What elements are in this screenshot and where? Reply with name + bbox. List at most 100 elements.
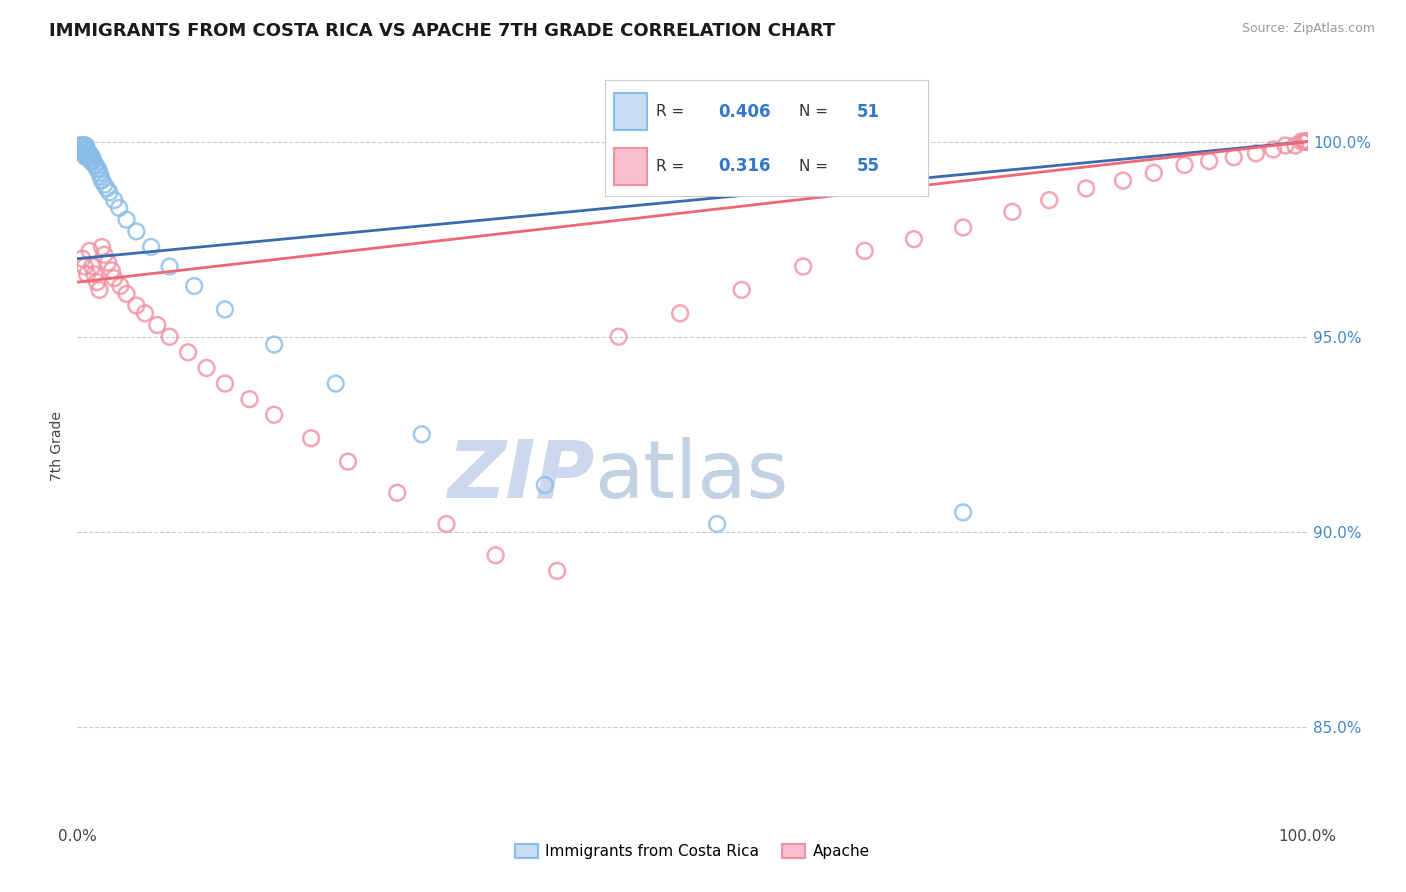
Point <box>70 252 93 266</box>
Point <box>97 255 120 269</box>
Point <box>89 166 111 180</box>
Point <box>79 150 101 164</box>
Point <box>72 142 94 156</box>
Point <box>263 337 285 351</box>
Point <box>89 283 111 297</box>
Point <box>72 138 94 153</box>
Point <box>82 260 104 274</box>
Text: IMMIGRANTS FROM COSTA RICA VS APACHE 7TH GRADE CORRELATION CHART: IMMIGRANTS FROM COSTA RICA VS APACHE 7TH… <box>49 22 835 40</box>
Point <box>83 158 105 172</box>
Point <box>90 169 112 184</box>
Text: 51: 51 <box>856 103 880 120</box>
Point <box>76 267 98 281</box>
Point <box>70 138 93 153</box>
Point <box>93 248 115 262</box>
Point <box>1284 138 1306 153</box>
Point <box>103 193 125 207</box>
Point <box>952 220 974 235</box>
Point <box>146 318 169 332</box>
Point <box>1112 173 1135 187</box>
Point <box>134 306 156 320</box>
Y-axis label: 7th Grade: 7th Grade <box>51 411 65 481</box>
Point <box>75 138 97 153</box>
Point <box>82 154 104 169</box>
Point <box>98 186 121 200</box>
Point <box>115 286 138 301</box>
Point <box>75 142 97 156</box>
Point <box>263 408 285 422</box>
Text: R =: R = <box>657 159 689 174</box>
Point <box>1143 166 1166 180</box>
Point <box>299 431 322 445</box>
Point <box>77 150 100 164</box>
Point <box>1295 135 1317 149</box>
Point <box>84 158 107 172</box>
Point <box>87 161 110 176</box>
Point <box>90 173 114 187</box>
Bar <box>614 93 647 130</box>
Legend: Immigrants from Costa Rica, Apache: Immigrants from Costa Rica, Apache <box>509 838 876 865</box>
Point <box>1038 193 1060 207</box>
Point <box>214 302 236 317</box>
Point <box>436 516 458 531</box>
Point <box>108 201 131 215</box>
Point <box>101 263 124 277</box>
Text: 0.316: 0.316 <box>718 157 770 175</box>
Point <box>82 150 104 164</box>
Point <box>239 392 262 406</box>
Point <box>77 146 100 161</box>
Text: N =: N = <box>799 104 832 120</box>
Point <box>731 283 754 297</box>
Point <box>70 142 93 156</box>
Text: 55: 55 <box>856 157 880 175</box>
Point <box>83 267 105 281</box>
Point <box>1223 150 1246 164</box>
Point <box>903 232 925 246</box>
Point <box>1295 135 1317 149</box>
Point <box>90 240 114 254</box>
Point <box>325 376 347 391</box>
Point <box>177 345 200 359</box>
Point <box>141 240 163 254</box>
Text: N =: N = <box>799 159 832 174</box>
Point <box>86 161 108 176</box>
Point <box>159 329 181 343</box>
Text: R =: R = <box>657 104 689 120</box>
Point <box>183 279 205 293</box>
Point <box>534 478 557 492</box>
Point <box>110 279 132 293</box>
Point <box>73 138 96 153</box>
Point <box>853 244 876 258</box>
Text: Source: ZipAtlas.com: Source: ZipAtlas.com <box>1241 22 1375 36</box>
Point <box>669 306 692 320</box>
Point <box>1292 135 1315 149</box>
Point <box>159 260 181 274</box>
Point <box>411 427 433 442</box>
Point <box>75 146 97 161</box>
Point <box>1198 154 1220 169</box>
Point <box>82 154 104 169</box>
Point <box>485 548 508 562</box>
Point <box>73 260 96 274</box>
Point <box>76 146 98 161</box>
Point <box>86 275 108 289</box>
Point <box>792 260 814 274</box>
Point <box>1001 204 1024 219</box>
Point <box>952 505 974 519</box>
Point <box>1174 158 1197 172</box>
Point <box>75 150 97 164</box>
Point <box>93 178 115 192</box>
Point <box>76 150 98 164</box>
Point <box>115 212 138 227</box>
Point <box>214 376 236 391</box>
Point <box>103 271 125 285</box>
Point <box>1274 138 1296 153</box>
Point <box>385 485 409 500</box>
Point <box>73 142 96 156</box>
Text: atlas: atlas <box>595 437 789 515</box>
Text: 0.406: 0.406 <box>718 103 770 120</box>
Point <box>706 516 728 531</box>
Point <box>80 150 103 164</box>
Bar <box>614 147 647 185</box>
Point <box>195 360 218 375</box>
